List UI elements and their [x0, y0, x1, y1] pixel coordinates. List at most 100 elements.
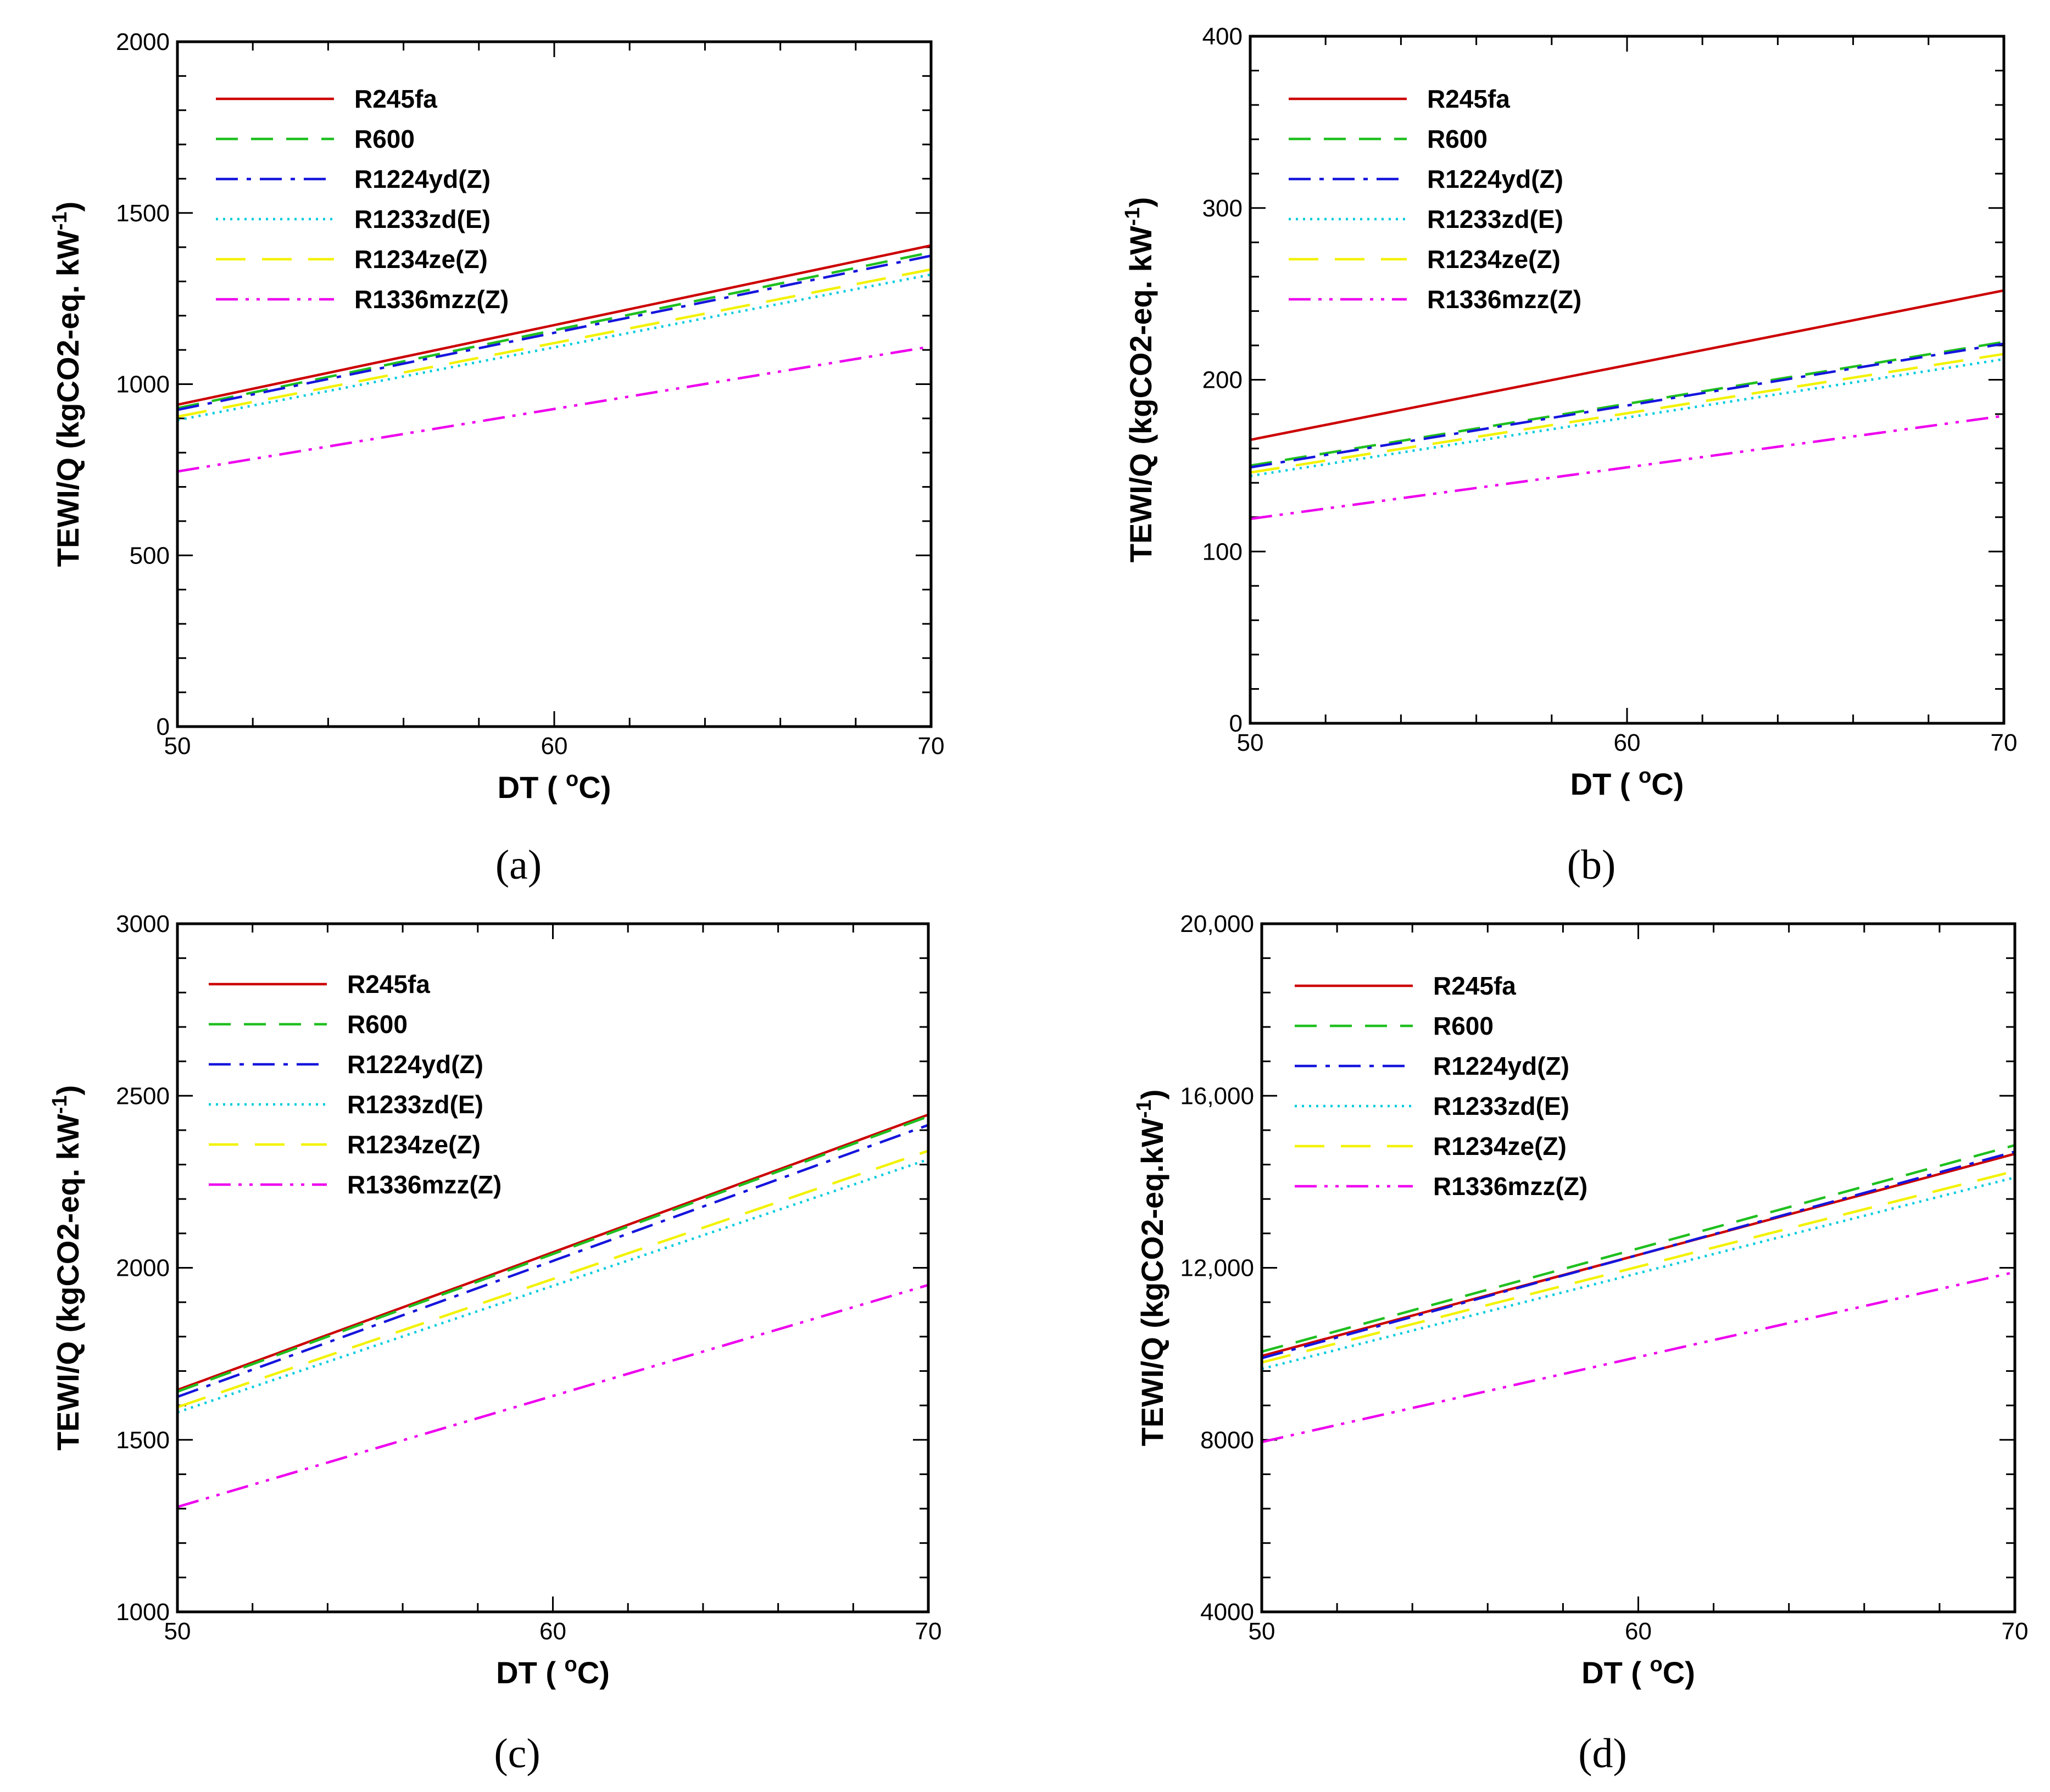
y-tick-label: 100: [1202, 538, 1243, 565]
legend: R245fa R600 R1224yd(Z) R1233zd(E) R1234ze(Z)…: [209, 970, 502, 1199]
legend-label: R1224yd(Z): [1427, 165, 1563, 193]
series-line-r1234zez: [177, 1149, 929, 1409]
x-tick-label: 60: [1614, 729, 1641, 756]
legend-label: R1234ze(Z): [354, 245, 488, 273]
series-line-r245fa: [177, 1113, 929, 1392]
panel-caption: (d): [1578, 1730, 1627, 1777]
x-tick-label: 70: [918, 733, 945, 760]
series-line-r1336mzzz: [177, 1283, 929, 1509]
legend-label: R600: [1427, 125, 1488, 153]
legend-label: R1234ze(Z): [1433, 1132, 1567, 1160]
legend-label: R1224yd(Z): [1433, 1052, 1569, 1080]
y-tick-label: 200: [1202, 367, 1243, 394]
legend-label: R600: [354, 125, 415, 153]
legend-label: R1336mzz(Z): [1427, 285, 1581, 314]
y-axis-label: TEWI/Q (kgCO2-eq. kW-1): [1121, 197, 1158, 562]
x-axis-label: DT ( oC): [1581, 1653, 1695, 1690]
series-line-r1336mzzz: [1250, 414, 2004, 521]
series-line-r245fa: [1250, 289, 2004, 442]
y-tick-label: 0: [1229, 710, 1243, 737]
chart-panel-b: 50 60 700100200300400R245faR600R1224yd(Z)R…: [1121, 23, 2017, 888]
x-axis-label: DT ( oC): [496, 1653, 610, 1690]
legend-label: R1336mzz(Z): [347, 1170, 502, 1199]
legend-label: R600: [347, 1010, 408, 1039]
legend: R245fa R600 R1224yd(Z) R1233zd(E) R1234ze(Z)…: [1289, 85, 1581, 314]
legend-label: R1224yd(Z): [354, 165, 491, 193]
x-tick-label: 60: [1625, 1618, 1652, 1645]
y-tick-label: 1000: [116, 1599, 170, 1626]
y-tick-label: 8000: [1200, 1427, 1254, 1454]
legend-label: R1224yd(Z): [347, 1050, 483, 1079]
series-line-r1336mzzz: [1261, 1271, 2015, 1443]
chart-panel-a: 50 60 70 0 500 1000 1500 2000 R245fa R600 R1224yd(…: [48, 29, 944, 888]
legend-label: R245fa: [1433, 972, 1516, 1000]
y-tick-label: 0: [157, 713, 170, 740]
y-tick-label: 2500: [116, 1082, 170, 1109]
series-line-r1234zez: [177, 268, 932, 418]
series-line-r600: [177, 1115, 929, 1393]
plot-frame: [1249, 35, 2006, 725]
series-line-r1336mzzz: [177, 345, 932, 473]
y-tick-label: 2000: [116, 29, 170, 55]
series-line-r600: [177, 251, 932, 410]
y-axis-label: TEWI/Q (kgCO2-eq. kW-1): [48, 202, 85, 567]
x-tick-label: 70: [915, 1618, 942, 1645]
x-axis-label: DT ( oC): [1570, 764, 1684, 801]
legend-label: R1233zd(E): [347, 1090, 483, 1119]
x-axis-label: DT ( oC): [498, 768, 611, 805]
legend-label: R1233zd(E): [1427, 205, 1563, 233]
x-tick-label: 60: [539, 1618, 566, 1645]
legend: R245fa R600 R1224yd(Z) R1233zd(E) R1234ze(Z)…: [1295, 972, 1587, 1201]
legend-label: R1234ze(Z): [347, 1130, 481, 1159]
y-tick-label: 400: [1202, 23, 1243, 50]
series-line-r1233zde: [1261, 1176, 2015, 1370]
chart-panel-c: 50 60 70 1000 1500 2000 2500 3000 R245fa R600 R122…: [48, 911, 942, 1777]
y-tick-label: 300: [1202, 195, 1243, 222]
series-line-r1234zez: [1250, 353, 2004, 474]
series-line-r1224ydz: [177, 254, 932, 411]
panel-caption: (b): [1567, 842, 1616, 888]
panel-caption: (a): [495, 842, 542, 888]
x-tick-label: 50: [1237, 729, 1264, 756]
series-line-r1233zde: [177, 273, 932, 422]
legend-label: R1336mzz(Z): [1433, 1172, 1587, 1201]
series-line-r1224ydz: [1250, 342, 2004, 469]
chart-panel-d: 50 60 70 4000 8000 12,000 16,000 20,000 R245fa R6…: [1133, 911, 2028, 1777]
legend-label: R1233zd(E): [1433, 1092, 1569, 1120]
series-line-r245fa: [1261, 1152, 2015, 1358]
x-tick-label: 50: [1249, 1618, 1275, 1645]
series-line-r1224ydz: [177, 1124, 929, 1398]
y-tick-label: 1500: [116, 200, 170, 227]
series-line-r1233zde: [177, 1158, 929, 1414]
y-axis-label: TEWI/Q (kgCO2-eq. kW-1): [48, 1085, 85, 1450]
legend-label: R245fa: [354, 85, 437, 113]
legend-label: R600: [1433, 1012, 1494, 1040]
legend-label: R245fa: [347, 970, 430, 998]
y-tick-label: 2000: [116, 1255, 170, 1282]
y-tick-label: 4000: [1200, 1599, 1254, 1626]
legend-label: R245fa: [1427, 85, 1510, 113]
legend-label: R1234ze(Z): [1427, 245, 1561, 273]
x-tick-label: 60: [541, 733, 568, 760]
y-tick-label: 1000: [116, 371, 170, 398]
legend-label: R1336mzz(Z): [354, 285, 509, 314]
y-tick-label: 16,000: [1180, 1082, 1254, 1109]
x-tick-label: 70: [1991, 729, 2018, 756]
plot-frame: [176, 922, 930, 1614]
y-tick-label: 20,000: [1180, 911, 1254, 937]
x-tick-label: 70: [2002, 1618, 2029, 1645]
x-tick-label: 50: [164, 1618, 191, 1645]
series-line-r600: [1250, 340, 2004, 467]
plot-frame: [176, 40, 933, 728]
y-tick-label: 12,000: [1180, 1255, 1254, 1282]
legend: R245fa R600 R1224yd(Z) R1233zd(E) R1234ze(Z)…: [216, 85, 509, 314]
series-line-r1234zez: [1261, 1170, 2015, 1364]
legend-label: R1233zd(E): [354, 205, 491, 233]
y-tick-label: 500: [130, 542, 170, 569]
y-tick-label: 1500: [116, 1427, 170, 1454]
y-tick-label: 3000: [116, 911, 170, 937]
x-tick-label: 50: [164, 733, 191, 760]
plot-frame: [1260, 922, 2016, 1614]
y-axis-label: TEWI/Q (kgCO2-eq.kW-1): [1133, 1090, 1169, 1447]
